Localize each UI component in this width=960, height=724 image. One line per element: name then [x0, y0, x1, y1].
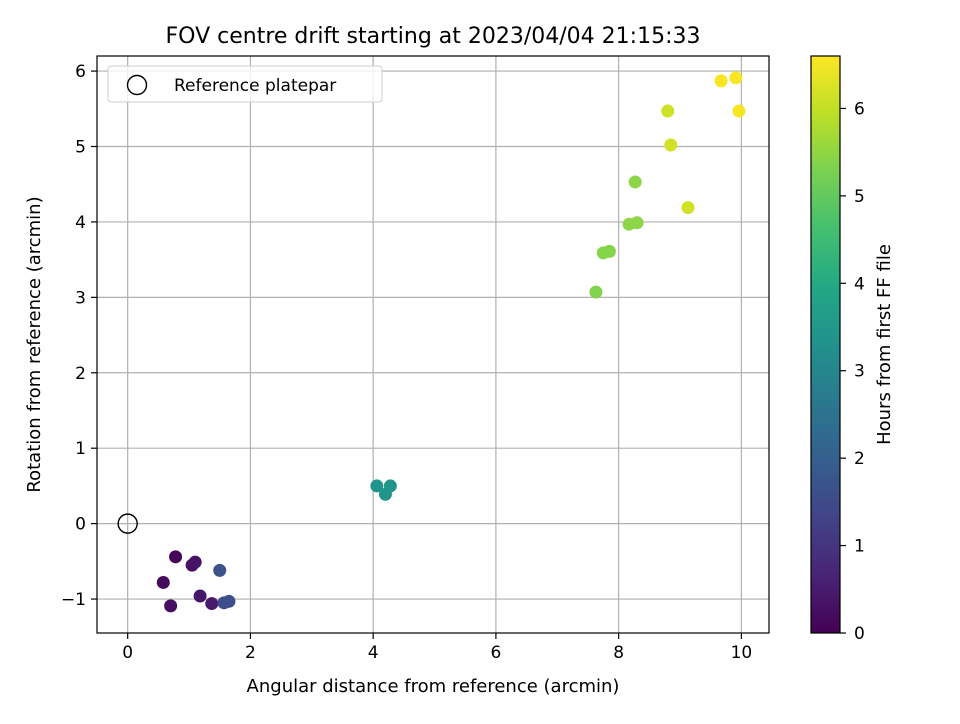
colorbar: 0 1 2 3 4 5 6 Hours from first FF file — [810, 55, 895, 644]
x-tick-label: 2 — [245, 643, 256, 663]
data-points — [117, 71, 746, 613]
axis-ticks: 0 2 4 6 8 10 −1 0 1 2 3 4 5 6 — [61, 62, 752, 663]
y-tick-label: 3 — [75, 288, 86, 308]
y-tick-label: 2 — [75, 364, 86, 384]
colorbar-tick-label: 1 — [854, 537, 865, 557]
data-point — [188, 555, 202, 569]
y-tick-label: 1 — [75, 439, 86, 459]
colorbar-tick-label: 6 — [854, 99, 865, 119]
data-point — [714, 74, 728, 88]
legend-box — [107, 65, 383, 103]
reference-point-marker — [117, 513, 138, 534]
data-point — [664, 138, 678, 152]
data-point — [628, 175, 642, 189]
colorbar-title: Hours from first FF file — [874, 244, 895, 445]
data-point — [205, 597, 219, 611]
y-tick-label: 0 — [75, 515, 86, 535]
plot-frame — [96, 55, 770, 634]
colorbar-tick-label: 5 — [854, 187, 865, 207]
colorbar-tick-label: 2 — [854, 449, 865, 469]
colorbar-tick-label: 3 — [854, 362, 865, 382]
data-point — [589, 285, 603, 299]
legend: Reference platepar — [107, 65, 383, 103]
y-axis-title: Rotation from reference (arcmin) — [24, 196, 45, 492]
legend-label-reference: Reference platepar — [174, 76, 336, 96]
x-tick-label: 6 — [490, 643, 501, 663]
x-tick-label: 10 — [731, 643, 753, 663]
legend-marker-reference — [126, 74, 148, 96]
data-point — [602, 244, 616, 258]
x-tick-label: 0 — [122, 643, 133, 663]
data-point — [732, 104, 746, 118]
y-tick-label: 5 — [75, 138, 86, 158]
x-axis-title: Angular distance from reference (arcmin) — [247, 676, 620, 697]
grid-lines — [97, 56, 769, 633]
colorbar-ticks: 0 1 2 3 4 5 6 — [840, 99, 865, 644]
data-point — [169, 550, 183, 564]
x-tick-label: 8 — [613, 643, 624, 663]
data-point — [213, 563, 227, 577]
data-point — [156, 575, 170, 589]
x-tick-label: 4 — [368, 643, 379, 663]
data-point — [222, 594, 236, 608]
colorbar-tick-label: 4 — [854, 274, 865, 294]
y-tick-label: −1 — [61, 590, 86, 610]
data-point — [630, 216, 644, 230]
data-point — [370, 479, 384, 493]
y-tick-label: 6 — [75, 62, 86, 82]
data-point — [383, 479, 397, 493]
colorbar-gradient — [810, 55, 841, 634]
data-point — [661, 104, 675, 118]
data-point — [681, 201, 695, 215]
y-tick-label: 4 — [75, 213, 86, 233]
data-point — [164, 599, 178, 613]
colorbar-tick-label: 0 — [854, 624, 865, 644]
data-point — [729, 71, 743, 85]
data-point — [193, 589, 207, 603]
chart-title: FOV centre drift starting at 2023/04/04 … — [166, 24, 701, 49]
